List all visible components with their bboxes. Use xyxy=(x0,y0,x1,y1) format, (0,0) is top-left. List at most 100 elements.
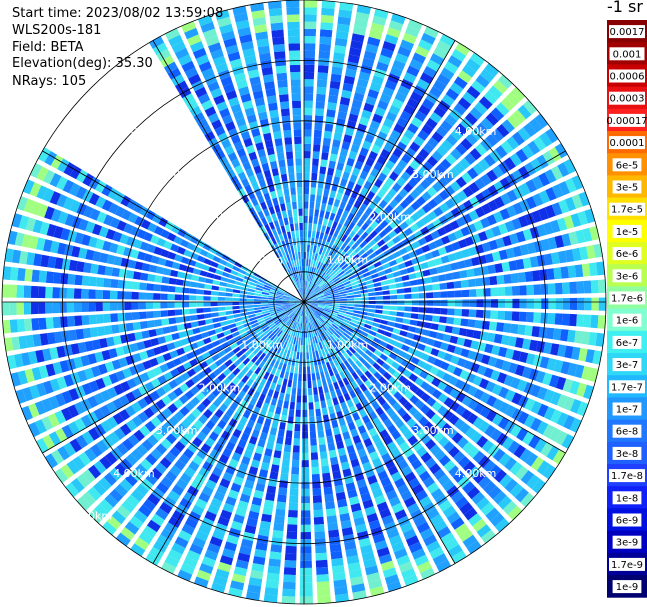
range-gate-cell xyxy=(161,276,170,284)
range-gate-cell xyxy=(253,135,263,144)
range-gate-cell xyxy=(484,253,494,263)
range-gate-cell xyxy=(374,178,384,188)
colorbar-label-bg xyxy=(612,158,642,172)
range-gate-cell xyxy=(536,386,548,400)
range-gate-cell xyxy=(356,237,364,245)
range-gate-cell xyxy=(329,153,338,162)
range-gate-cell xyxy=(188,511,201,523)
range-gate-cell xyxy=(78,247,88,259)
range-gate-cell xyxy=(378,54,392,65)
range-gate-cell xyxy=(114,463,128,476)
range-gate-cell xyxy=(246,378,254,387)
range-gate-cell xyxy=(269,382,277,391)
range-gate-cell xyxy=(503,274,512,284)
range-gate-cell xyxy=(217,561,232,573)
range-gate-cell xyxy=(110,313,119,323)
range-gate-cell xyxy=(472,518,487,532)
range-gate-cell xyxy=(302,395,307,403)
range-gate-cell xyxy=(71,216,82,229)
range-gate-cell xyxy=(146,519,161,533)
range-gate-cell xyxy=(320,263,326,271)
range-gate-cell xyxy=(186,550,201,562)
range-gate-cell xyxy=(325,298,333,301)
range-gate-cell xyxy=(142,360,152,370)
range-gate-cell xyxy=(498,417,510,430)
range-ring-label: 2.00km xyxy=(369,211,411,224)
range-gate-cell xyxy=(433,300,441,306)
range-gate-cell xyxy=(430,488,444,500)
range-gate-cell xyxy=(133,239,143,249)
range-gate-cell xyxy=(315,559,328,568)
range-gate-cell xyxy=(199,325,208,333)
range-gate-cell xyxy=(248,121,259,131)
range-gate-cell xyxy=(291,459,300,468)
range-gate-cell xyxy=(88,464,102,479)
range-gate-cell xyxy=(232,293,240,298)
polar-data-field xyxy=(2,0,606,604)
range-gate-cell xyxy=(326,353,333,362)
range-gate-cell xyxy=(536,254,546,267)
range-gate-cell xyxy=(138,302,146,310)
range-gate-cell xyxy=(321,152,329,161)
range-gate-cell xyxy=(264,81,275,90)
range-gate-cell xyxy=(115,346,125,357)
range-gate-cell xyxy=(362,415,371,425)
range-gate-cell xyxy=(529,226,540,239)
range-gate-cell xyxy=(168,379,178,390)
range-gate-cell xyxy=(178,530,192,542)
range-gate-cell xyxy=(300,539,312,547)
range-gate-cell xyxy=(315,246,321,254)
range-gate-cell xyxy=(392,59,406,71)
range-gate-cell xyxy=(554,235,565,248)
range-gate-cell xyxy=(291,295,298,299)
range-gate-cell xyxy=(382,262,391,270)
range-gate-cell xyxy=(517,379,528,392)
range-gate-cell xyxy=(306,288,311,296)
range-gate-cell xyxy=(444,244,454,254)
range-gate-cell xyxy=(375,265,384,272)
range-gate-cell xyxy=(173,235,183,245)
range-gate-cell xyxy=(211,312,219,318)
range-gate-cell xyxy=(322,195,328,204)
range-gate-cell xyxy=(567,329,576,343)
range-gate-cell xyxy=(237,500,249,510)
range-gate-cell xyxy=(293,336,297,345)
range-gate-cell xyxy=(558,250,567,264)
range-gate-cell xyxy=(302,381,307,389)
range-gate-cell xyxy=(344,127,355,137)
range-gate-cell xyxy=(160,229,170,239)
range-gate-cell xyxy=(486,332,496,343)
range-gate-cell xyxy=(203,290,212,295)
range-gate-cell xyxy=(501,436,514,450)
range-gate-cell xyxy=(337,447,347,457)
range-gate-cell xyxy=(212,398,222,408)
range-gate-cell xyxy=(260,217,268,226)
range-gate-cell xyxy=(401,344,410,352)
range-gate-cell xyxy=(250,363,258,372)
range-gate-cell xyxy=(480,502,495,516)
range-gate-cell xyxy=(315,289,323,295)
range-gate-cell xyxy=(201,517,214,529)
range-gate-cell xyxy=(224,302,233,306)
range-gate-cell xyxy=(442,505,457,518)
range-gate-cell xyxy=(423,363,433,372)
range-gate-cell xyxy=(339,250,346,259)
range-gate-cell xyxy=(201,376,211,386)
range-gate-cell xyxy=(302,402,308,410)
range-gate-cell xyxy=(356,228,365,237)
range-gate-cell xyxy=(486,214,497,226)
range-gate-cell xyxy=(241,346,250,354)
range-gate-cell xyxy=(205,278,214,284)
range-gate-cell xyxy=(235,559,249,570)
range-gate-cell xyxy=(354,301,362,304)
range-gate-cell xyxy=(329,252,336,260)
range-gate-cell xyxy=(246,114,257,124)
range-gate-cell xyxy=(319,232,325,240)
range-gate-cell xyxy=(375,309,383,314)
range-gate-cell xyxy=(275,296,283,300)
range-gate-cell xyxy=(289,488,299,497)
range-gate-cell xyxy=(314,122,323,131)
range-gate-cell xyxy=(109,217,120,229)
range-gate-cell xyxy=(208,431,219,442)
range-gate-cell xyxy=(346,309,354,313)
